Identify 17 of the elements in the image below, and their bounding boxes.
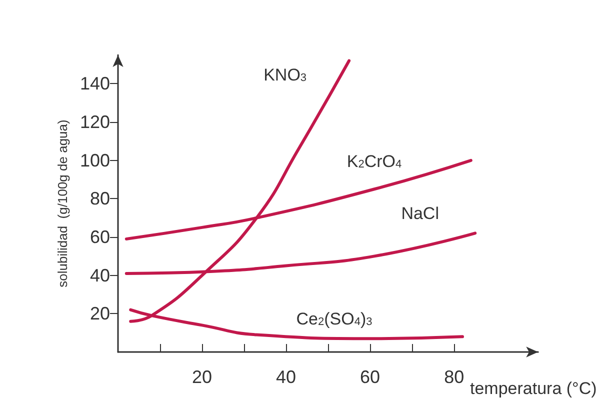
- y-tick-label: 140: [80, 74, 110, 94]
- series-label: NaCl: [401, 204, 439, 224]
- x-tick-label: 20: [192, 367, 212, 387]
- x-tick-label: 80: [444, 367, 464, 387]
- y-axis-title: solubilidad (g/100g de agua): [55, 120, 70, 288]
- x-axis-title: temperatura (°C): [470, 379, 597, 398]
- y-tick-label: 80: [90, 188, 110, 209]
- x-tick-label: 40: [276, 367, 296, 387]
- y-tick-label: 40: [90, 265, 110, 286]
- series-label: KNO3: [264, 66, 307, 85]
- y-tick-label: 100: [80, 150, 110, 170]
- y-tick-label: 20: [90, 304, 110, 324]
- series-label: K2CrO4: [346, 152, 402, 172]
- x-tick-label: 60: [360, 367, 380, 387]
- y-tick-label: 60: [90, 227, 110, 248]
- series-label: Ce2(SO4)3: [296, 310, 372, 329]
- y-tick-label: 120: [80, 112, 110, 132]
